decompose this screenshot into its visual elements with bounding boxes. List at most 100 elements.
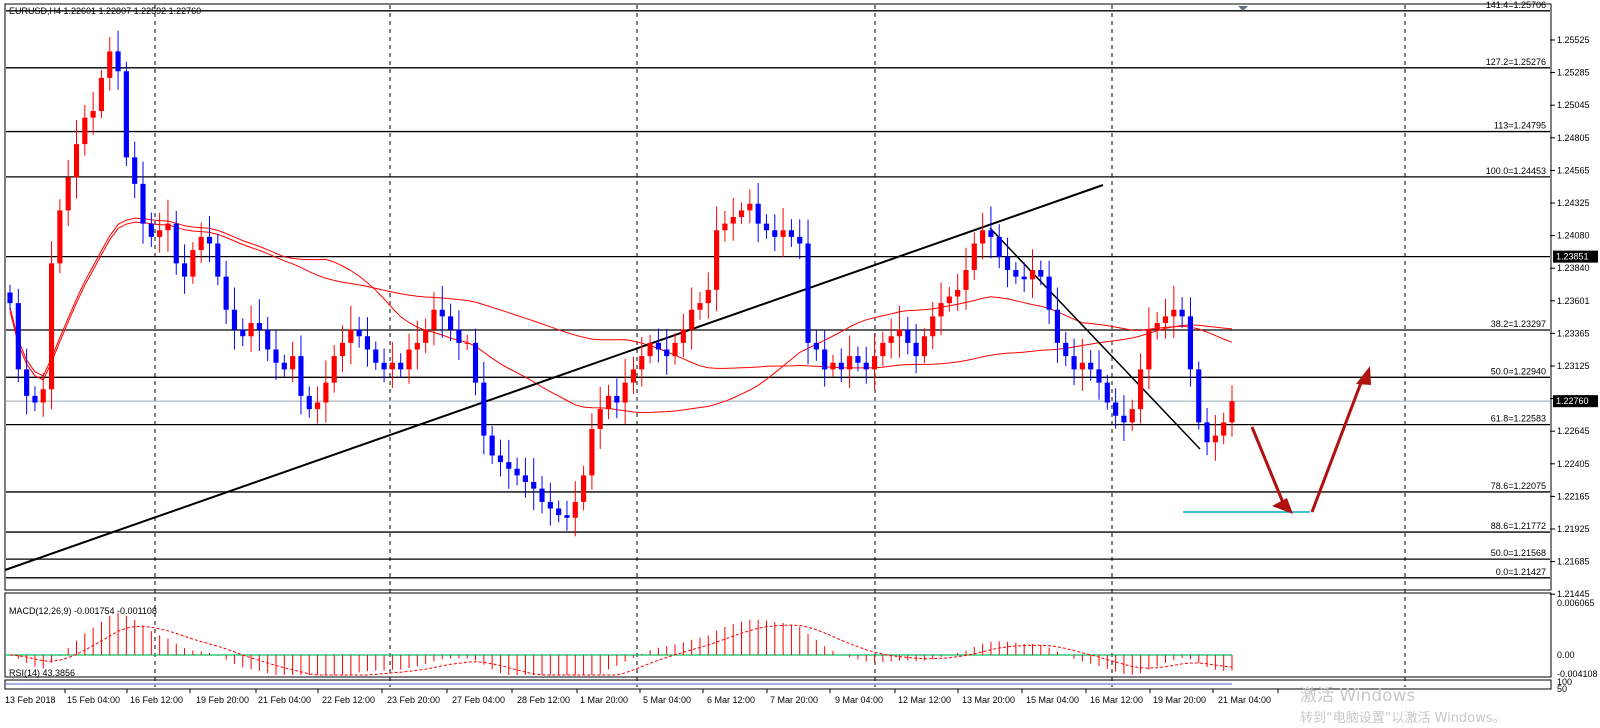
vertical-grid — [154, 5, 1406, 687]
chart-shift-icon[interactable] — [1238, 6, 1248, 11]
bear-candle — [1054, 309, 1061, 343]
bull-candle — [315, 402, 321, 410]
bull-candle — [165, 223, 171, 231]
bull-candle — [198, 236, 204, 251]
bull-candle — [896, 329, 903, 337]
bear-candle — [240, 329, 246, 337]
bull-candle — [1154, 323, 1160, 330]
bull-candle — [389, 362, 395, 370]
bear-candle — [531, 482, 537, 489]
bull-candle — [1146, 329, 1152, 370]
price-tick-label: 1.24080 — [1557, 231, 1590, 241]
bull-candle — [431, 309, 437, 330]
bear-candle — [1021, 276, 1027, 280]
time-tick-label: 21 Mar 04:00 — [1218, 695, 1271, 705]
bull-candle — [930, 316, 936, 337]
bull-candle — [1229, 401, 1235, 423]
bull-candle — [963, 270, 969, 290]
price-tick-label: 1.23601 — [1557, 296, 1590, 306]
bull-candle — [714, 230, 720, 290]
rsi-label: RSI(14) 43.3856 — [9, 668, 75, 678]
trend-lines — [4, 184, 1201, 571]
bull-candle — [107, 51, 113, 78]
bear-candle — [373, 349, 379, 363]
price-tick-label: 1.22405 — [1557, 459, 1590, 469]
fibonacci-levels: 141.4=1.25706 127.2=1.25276 113=1.24795 100… — [6, 0, 1550, 579]
price-tick-label: 1.25525 — [1557, 35, 1590, 45]
bull-candle — [730, 217, 736, 224]
bull-candle — [40, 389, 46, 403]
price-tick-label: 1.25045 — [1557, 100, 1590, 110]
up-arrow-head — [1356, 366, 1371, 385]
bull-candle — [680, 329, 686, 343]
macd-panel-border — [4, 592, 1552, 678]
bear-candle — [755, 203, 761, 224]
price-tick-label: 1.23125 — [1557, 361, 1590, 371]
bear-candle — [273, 349, 279, 363]
bear-candle — [497, 455, 504, 463]
bear-candle — [1113, 402, 1119, 416]
bear-candle — [805, 243, 811, 343]
falling-trendline[interactable] — [989, 227, 1201, 450]
bear-candle — [364, 336, 371, 350]
bull-candle — [639, 356, 645, 370]
bear-candle — [664, 349, 670, 357]
rising-trendline[interactable] — [4, 184, 1104, 571]
time-tick-label: 1 Mar 20:00 — [580, 695, 628, 705]
bear-candle — [265, 329, 271, 350]
price-tick-label: 1.21445 — [1557, 589, 1590, 599]
bear-candle — [215, 243, 221, 277]
price-panel-border — [4, 3, 1552, 591]
fib-level-label: 61.8=1.22583 — [1491, 414, 1546, 424]
price-tick-label: 1.24325 — [1557, 198, 1590, 208]
price-tick-label: 1.21685 — [1557, 557, 1590, 567]
bull-candle — [1162, 316, 1169, 323]
fib-level-label: 141.4=1.25706 — [1486, 0, 1546, 10]
bear-candle — [398, 362, 404, 370]
price-tick-label: 1.23840 — [1557, 263, 1590, 273]
chart-symbol-info: EURUSD,H4 1.22601 1.22807 1.22592 1.2276… — [9, 6, 201, 16]
bear-candle — [913, 342, 919, 357]
bull-candle — [73, 144, 80, 178]
bull-candle — [589, 429, 595, 476]
bear-candle — [564, 515, 570, 518]
time-tick-label: 22 Feb 12:00 — [322, 695, 375, 705]
bear-candle — [481, 382, 487, 436]
bull-candle — [747, 203, 753, 211]
bear-candle — [905, 329, 911, 343]
bear-candle — [556, 508, 562, 516]
bear-candle — [281, 362, 287, 370]
macd-tick-label: 0.00 — [1557, 650, 1575, 660]
bull-candle — [630, 369, 637, 383]
bear-candle — [797, 236, 803, 244]
time-axis: 13 Feb 2018 15 Feb 04:00 16 Feb 12:00 19 Fe… — [5, 689, 1279, 705]
time-tick-label: 6 Mar 12:00 — [707, 695, 755, 705]
bear-candle — [472, 342, 479, 383]
price-tick-label: 1.22645 — [1557, 426, 1590, 436]
bear-candle — [788, 230, 794, 237]
bear-candle — [813, 342, 819, 350]
bull-candle — [1079, 362, 1085, 370]
bear-candle — [181, 263, 188, 277]
bear-candle — [996, 236, 1002, 257]
bear-candle — [7, 292, 13, 304]
bear-candle — [539, 488, 545, 502]
bull-candle — [572, 501, 578, 518]
bull-candle — [1212, 435, 1218, 443]
bear-candle — [547, 501, 553, 509]
bear-candle — [1046, 276, 1052, 310]
bear-candle — [140, 183, 146, 224]
bear-candle — [614, 395, 620, 403]
bull-candle — [738, 210, 745, 217]
bear-candle — [772, 230, 778, 237]
bull-candle — [331, 356, 337, 383]
bear-candle — [1121, 415, 1127, 423]
bear-candle — [1071, 356, 1077, 370]
price-markers: 1.23851 1.22760 — [1553, 250, 1598, 408]
bear-candle — [356, 329, 362, 337]
bear-candle — [855, 356, 861, 363]
bear-candle — [1038, 270, 1044, 277]
bear-candle — [1004, 256, 1011, 270]
